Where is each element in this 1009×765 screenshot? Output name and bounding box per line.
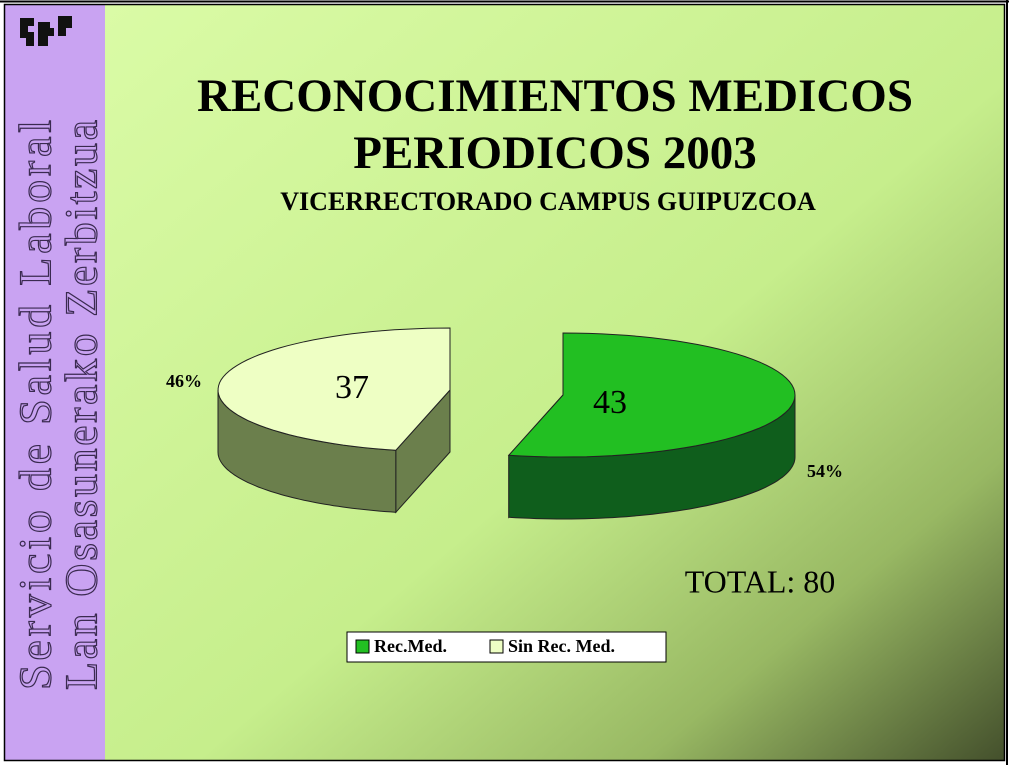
sidebar-text: Servicio de Salud Laboral bbox=[9, 119, 61, 690]
legend-label: Rec.Med. bbox=[374, 636, 447, 656]
pie-slice bbox=[217, 327, 451, 451]
legend-label: Sin Rec. Med. bbox=[508, 636, 615, 656]
annotation: TOTAL: 80 bbox=[685, 563, 836, 599]
sidebar-line: Lan Osasunerako Zerbitzua bbox=[56, 120, 107, 690]
legend-swatch bbox=[355, 639, 370, 654]
frame bbox=[3, 3, 1006, 762]
legend: Rec.Med. Sin Rec. Med. bbox=[346, 631, 667, 663]
logo bbox=[20, 16, 72, 46]
chart-title: RECONOCIMIENTOS MEDICOS bbox=[197, 70, 913, 122]
value-label: 43 bbox=[593, 384, 627, 421]
percent-label: 46% bbox=[166, 371, 202, 391]
pie-slice bbox=[507, 332, 796, 458]
legend-box bbox=[346, 631, 667, 663]
sidebar-text: Lan Osasunerako Zerbitzua bbox=[55, 119, 107, 690]
sidebar-line: Servicio de Salud Laboral bbox=[10, 120, 61, 690]
value-label: 37 bbox=[335, 369, 369, 406]
pie: 43 54% 37 46% bbox=[166, 327, 843, 520]
chart-subtitle: VICERRECTORADO CAMPUS GUIPUZCOA bbox=[280, 187, 816, 216]
legend-swatch bbox=[489, 639, 504, 654]
sidebar bbox=[5, 5, 105, 760]
percent-label: 54% bbox=[807, 461, 843, 481]
chart-title: PERIODICOS 2003 bbox=[353, 127, 756, 179]
